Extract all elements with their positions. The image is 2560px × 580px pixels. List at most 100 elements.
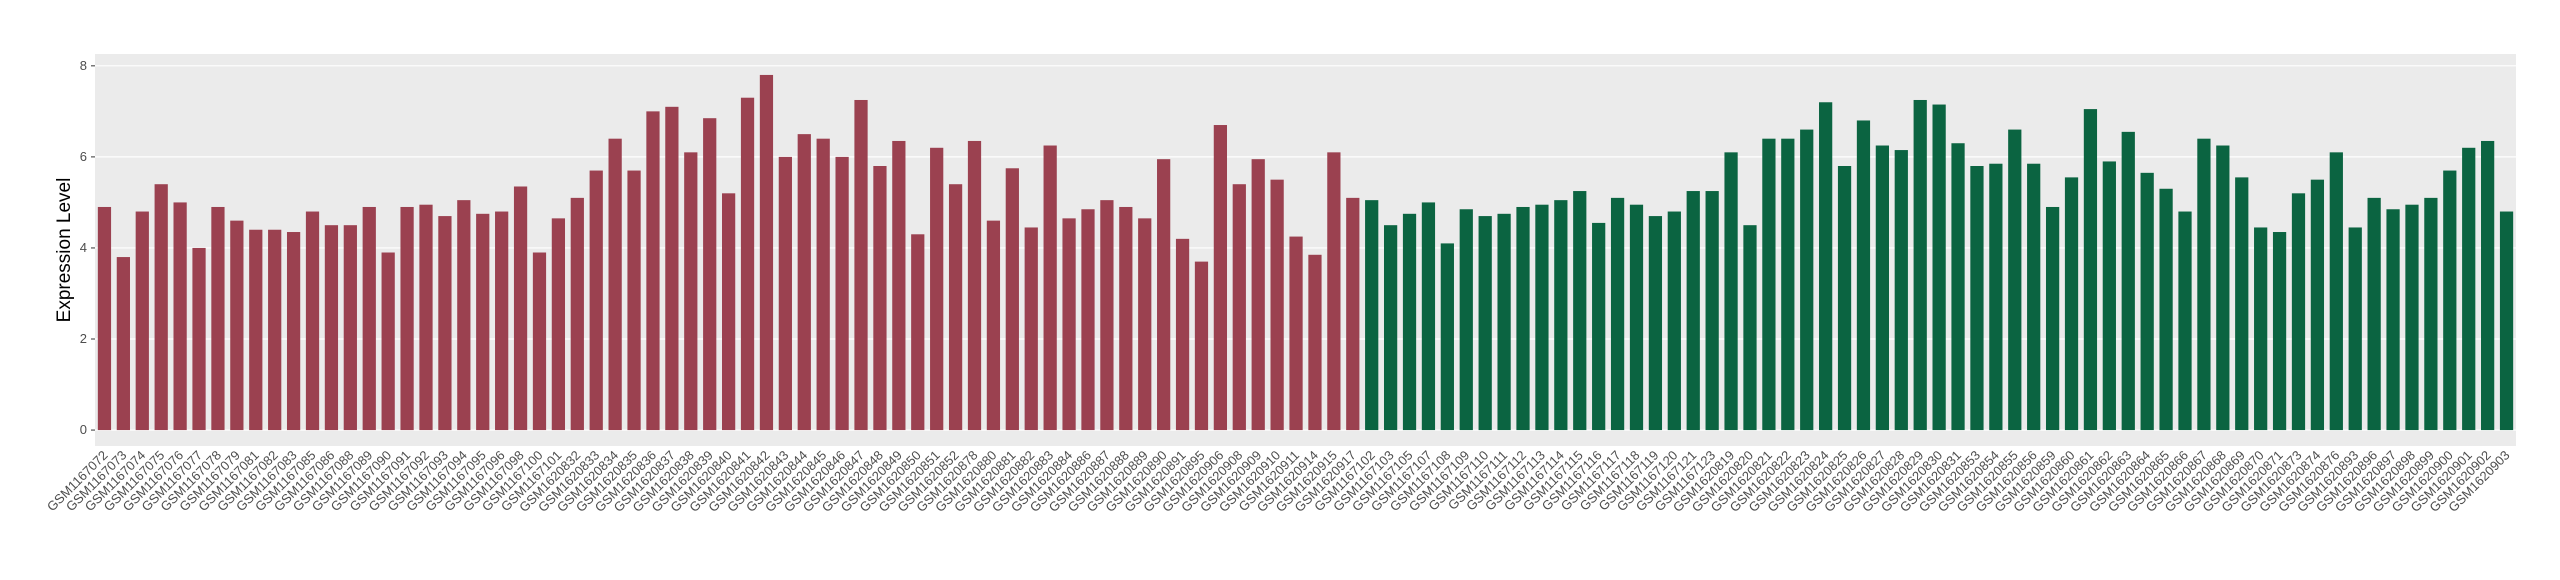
bar [1478,216,1492,431]
bar [1005,168,1019,431]
bar [2329,152,2343,431]
bar [2140,172,2154,431]
bar [967,140,982,431]
bar [1875,145,1889,431]
bar [362,206,376,431]
bar [722,193,736,431]
bar [986,220,1001,431]
bar [2499,211,2514,431]
bar [1459,209,1473,431]
bar [551,218,566,431]
bar [1289,236,1303,431]
bar [1213,125,1228,431]
bar [268,229,282,431]
y-axis-title: Expression Level [54,178,75,323]
bar [1421,202,1436,431]
bar [835,156,849,431]
bar [1232,184,1246,431]
bar [778,156,792,431]
bar [1043,145,1057,431]
bar [2405,204,2419,431]
bar [740,97,755,431]
bar [154,184,168,431]
bar [627,170,641,431]
y-tick-label: 8 [80,58,87,73]
bar [2235,177,2249,431]
bar [948,184,963,431]
bar [1686,191,1700,431]
bar [816,138,830,431]
bar [2159,188,2173,431]
bar [1989,163,2003,431]
bar [873,166,887,431]
bar [1138,218,1152,431]
bar [324,225,339,431]
bar [2008,129,2022,431]
bar [1497,213,1511,431]
bar [1081,209,1095,431]
bar [116,257,130,431]
bar [2272,232,2287,431]
bar [400,206,414,431]
bar [438,216,452,431]
bar [2102,161,2116,431]
bar [1516,206,1530,431]
bar [1119,206,1133,431]
bar [2121,131,2135,431]
bar [1819,102,1833,431]
bar [2443,170,2457,431]
bar [495,211,509,431]
bar [1270,179,1284,431]
bar [419,204,433,431]
bar [1383,225,1398,431]
bar [589,170,603,431]
bar [2045,206,2060,431]
bar [703,118,717,431]
bar [513,186,528,431]
bar [2348,227,2362,431]
bar [230,220,244,431]
bar [854,99,868,431]
bar [1667,211,1681,431]
bar [1308,254,1322,431]
bar [1157,159,1171,431]
y-tick-label: 4 [80,240,87,255]
bar [2083,109,2098,431]
bar [1365,200,1379,431]
bar [192,247,206,431]
bar [1724,152,1738,431]
bar [1440,243,1454,431]
bar [1535,204,1549,431]
bar [2178,211,2192,431]
bar [1251,159,1265,431]
bar [343,225,357,431]
bar [1592,222,1606,431]
bar [1762,138,1776,431]
bar [1402,213,1417,431]
bar [1743,225,1757,431]
bar [2027,163,2041,431]
bar [608,138,622,431]
bar [930,147,944,431]
bar [2310,179,2325,431]
bar [1970,166,1984,431]
y-tick-label: 6 [80,149,87,164]
bar [646,111,660,431]
bar [892,140,906,431]
bar [305,211,320,431]
bar [570,197,584,431]
bar [1705,191,1719,431]
bar [286,232,301,431]
bar [1554,200,1568,431]
y-tick-label: 0 [80,422,87,437]
bar [2197,138,2211,431]
bar [173,202,187,431]
bar [249,229,263,431]
bar [1573,191,1587,431]
bar [684,152,698,431]
bar [1062,218,1076,431]
bar [1024,227,1038,431]
bar [532,252,547,431]
bar [1932,104,1946,431]
